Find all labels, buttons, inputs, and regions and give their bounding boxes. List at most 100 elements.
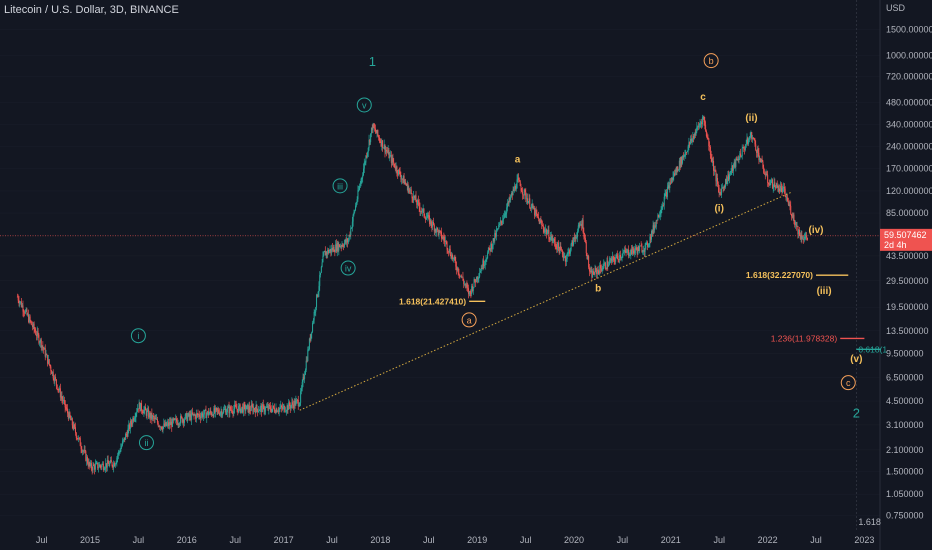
candle-body [634,250,636,253]
candle-body [466,284,468,287]
candle-body [614,260,616,262]
candle-body [723,186,725,188]
candle-body [529,198,531,208]
candle-body [119,451,121,453]
candle-body [314,311,316,313]
candle-body [100,465,102,468]
candle-body [27,314,29,316]
candle-body [643,249,645,252]
candle-body [41,345,43,348]
candle-body [234,404,236,406]
candle-body [124,437,126,440]
candle-body [724,186,726,188]
candle-body [487,247,489,253]
candle-body [186,413,188,421]
candle-body [517,177,519,180]
wave-label: i [137,331,139,341]
candle-body [35,331,37,335]
candle-body [413,195,415,199]
candle-body [209,410,211,414]
candle-body [48,359,50,365]
candle-body [377,130,379,136]
candle-body [169,422,171,425]
candle-body [72,425,74,429]
candle-body [134,417,136,419]
candle-body [176,421,178,425]
candle-body [136,411,138,414]
candle-body [538,218,540,224]
candle-body [281,407,283,409]
candle-body [585,241,587,254]
candle-body [398,169,400,172]
candle-body [663,196,665,206]
candle-body [498,224,500,229]
candle-body [345,239,347,243]
candle-body [499,220,501,224]
candle-body [744,146,746,150]
candle-body [592,271,594,275]
candle-body [559,246,561,254]
candle-body [334,251,336,253]
candle-body [475,281,477,283]
candles [16,114,808,475]
candle-body [63,400,65,402]
candle-body [388,150,390,159]
candle-body [540,220,542,222]
candle-body [407,183,409,193]
candle-body [147,409,149,411]
candle-body [102,463,104,470]
candle-body [703,116,705,122]
candle-body [155,418,157,420]
candle-body [712,160,714,162]
grid-lines [0,29,880,516]
candle-body [361,177,363,180]
candle-body [341,244,343,247]
candle-body [128,424,130,429]
candle-body [748,138,750,144]
candle-body [692,136,694,139]
candle-body [549,237,551,241]
candle-body [157,422,159,427]
candle-body [273,405,275,408]
candle-body [220,410,222,413]
candle-body [379,140,381,142]
candle-body [457,267,459,274]
candle-body [201,413,203,416]
candle-body [802,238,804,240]
candle-body [232,412,234,414]
candle-body [95,463,97,465]
candle-body [452,254,454,260]
candle-body [716,177,718,182]
candle-body [756,150,758,153]
candle-body [93,464,95,466]
candle-body [728,174,730,180]
candle-body [696,126,698,132]
candle-body [187,416,189,421]
candle-body [25,309,27,311]
candle-body [143,409,145,414]
candle-body [664,193,666,197]
support-trend-line [299,191,793,411]
candle-body [64,400,66,408]
candle-body [444,241,446,242]
candle-body [447,249,449,252]
candle-body [721,188,723,195]
candle-body [91,468,93,471]
candle-body [295,400,297,406]
candle-body [102,463,104,465]
candle-body [769,183,771,186]
candle-body [558,247,560,254]
candle-body [606,260,608,269]
candle-body [582,219,584,233]
candle-body [394,163,396,168]
candle-body [348,234,350,240]
candle-body [180,416,182,418]
candle-body [668,185,670,189]
candle-body [687,146,689,152]
candle-body [62,398,64,402]
candle-body [319,274,321,287]
candle-body [96,462,98,464]
candle-body [620,256,622,259]
candle-body [213,408,215,417]
